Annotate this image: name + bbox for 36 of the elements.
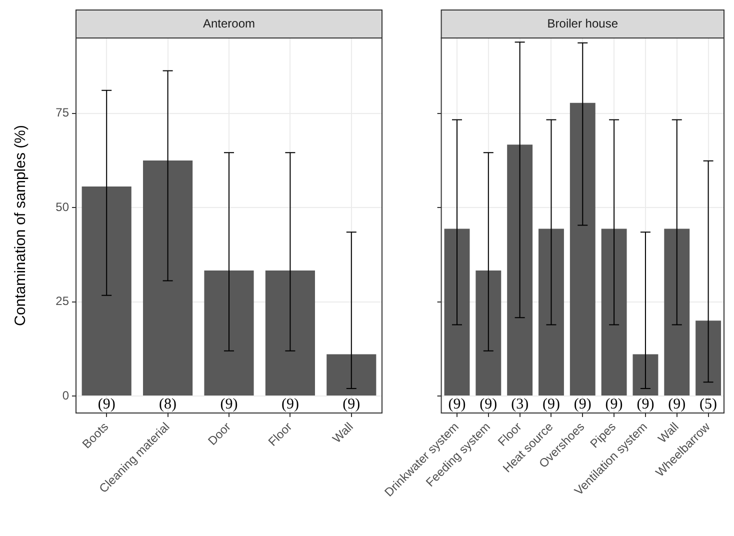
annotation: (9) [636, 396, 654, 412]
annotation: (9) [668, 396, 686, 412]
bar [326, 354, 376, 396]
bar [82, 186, 132, 396]
annotation: (9) [480, 396, 498, 412]
y-axis-title: Contamination of samples (%) [12, 125, 30, 326]
chart-title: Broiler house [547, 16, 618, 30]
bar [476, 270, 502, 396]
annotation: (9) [542, 396, 560, 412]
annotation: (9) [220, 396, 238, 412]
annotation: (3) [511, 396, 529, 412]
bar [632, 354, 658, 396]
bar [143, 160, 193, 396]
bar [204, 270, 254, 396]
y-tick-label: 0 [62, 388, 70, 402]
bar [444, 228, 470, 396]
annotation: (9) [98, 396, 116, 412]
annotation: (9) [605, 396, 623, 412]
annotation: (9) [281, 396, 299, 412]
annotation: (5) [700, 396, 718, 412]
annotation: (9) [448, 396, 466, 412]
bar [696, 320, 722, 396]
bar [265, 270, 315, 396]
y-tick-label: 25 [56, 294, 70, 308]
y-tick-label: 75 [56, 106, 70, 120]
bar [507, 144, 533, 396]
bar [601, 228, 627, 396]
y-tick-label: 50 [56, 200, 70, 214]
bar [570, 102, 596, 396]
annotation: (9) [342, 396, 360, 412]
annotation: (8) [159, 396, 177, 412]
chart-title: Anteroom [202, 16, 256, 30]
x-tick-label: Wall [330, 420, 356, 446]
bar [538, 228, 564, 396]
annotation: (9) [574, 396, 592, 412]
bar [664, 228, 690, 396]
